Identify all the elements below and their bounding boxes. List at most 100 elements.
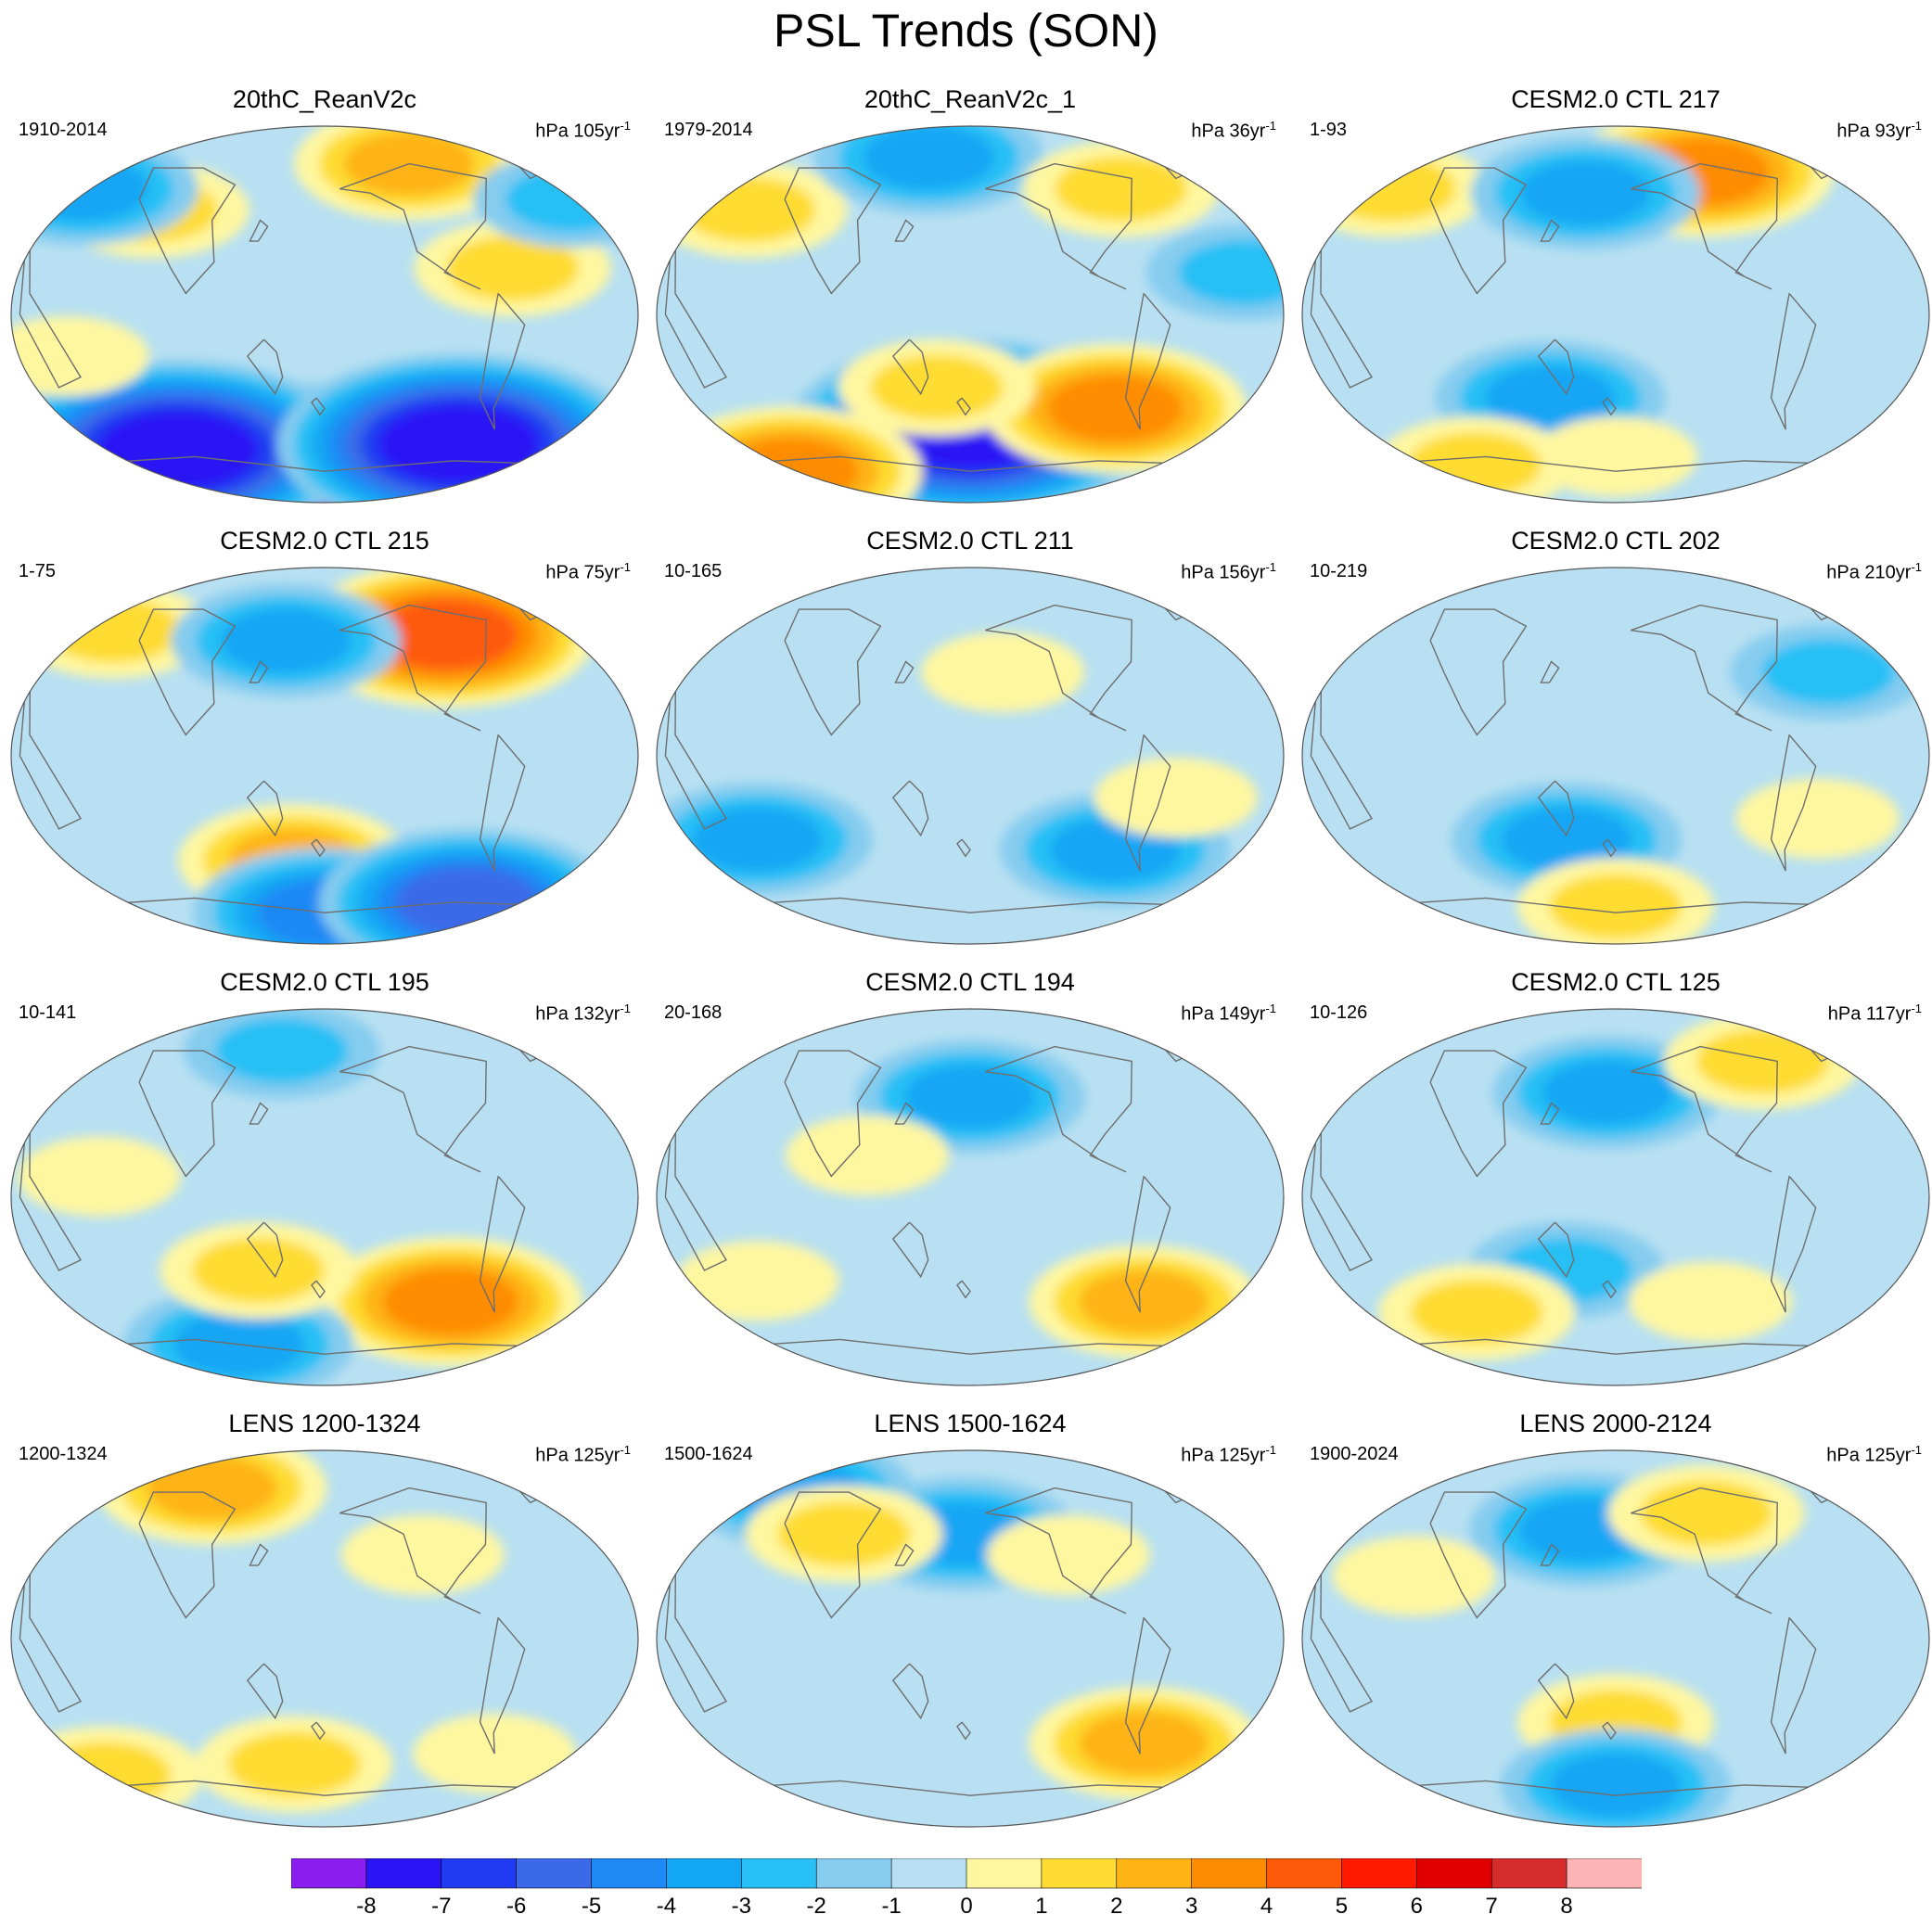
coastline bbox=[985, 604, 1132, 732]
trend-anomaly bbox=[375, 599, 518, 670]
panel-title: CESM2.0 CTL 194 bbox=[865, 968, 1075, 996]
panel-title: 20thC_ReanV2c_1 bbox=[864, 85, 1077, 113]
map-outline bbox=[10, 125, 639, 504]
trend-anomaly bbox=[864, 126, 994, 190]
coastline bbox=[1362, 1780, 1870, 1796]
coastline bbox=[1429, 167, 1528, 295]
colorbar-swatch bbox=[1416, 1858, 1493, 1889]
map-canvas bbox=[656, 1449, 1285, 1828]
map-canvas bbox=[1301, 567, 1930, 945]
panel-period: 1910-2014 bbox=[19, 120, 108, 140]
coastline bbox=[249, 1543, 269, 1566]
trend-anomaly bbox=[17, 1136, 181, 1217]
panel-title: LENS 1200-1324 bbox=[228, 1410, 421, 1437]
map-panel: CESM2.0 CTL 217 1-93 hPa 93yr-1 bbox=[1300, 83, 1931, 519]
trend-anomaly bbox=[723, 438, 859, 503]
coastline bbox=[70, 455, 579, 472]
coastline bbox=[1124, 1616, 1171, 1755]
coastline bbox=[716, 455, 1224, 472]
panel-unit: hPa 125yr-1 bbox=[1181, 1443, 1276, 1466]
coastline bbox=[138, 167, 237, 295]
map-canvas bbox=[1301, 1008, 1930, 1386]
trend-anomaly bbox=[1629, 1261, 1793, 1342]
coastline bbox=[311, 397, 326, 416]
unit-exponent: -1 bbox=[1911, 560, 1922, 574]
trend-anomaly bbox=[446, 236, 580, 301]
page-title: PSL Trends (SON) bbox=[774, 5, 1158, 57]
colorbar-label: 8 bbox=[1560, 1894, 1573, 1919]
trend-anomaly bbox=[1501, 807, 1632, 872]
map-outline bbox=[1301, 1449, 1930, 1828]
trend-anomaly bbox=[46, 597, 180, 663]
panel-period: 10-165 bbox=[664, 561, 723, 581]
map-panel: 20thC_ReanV2c_1 1979-2014 hPa 36yr-1 bbox=[655, 83, 1286, 519]
colorbar-label: -1 bbox=[881, 1894, 902, 1919]
colorbar-label: -3 bbox=[731, 1894, 751, 1919]
coastline bbox=[956, 838, 971, 858]
panel-period: 1979-2014 bbox=[664, 120, 753, 140]
trend-anomaly bbox=[383, 1268, 518, 1335]
map-outline bbox=[1301, 125, 1930, 504]
coastline bbox=[1540, 660, 1560, 683]
coastline bbox=[1124, 734, 1171, 872]
colorbar-swatch bbox=[815, 1858, 892, 1889]
map-panel: LENS 1200-1324 1200-1324 hPa 125yr-1 bbox=[9, 1408, 640, 1844]
coastline bbox=[1362, 897, 1870, 913]
panel-title: CESM2.0 CTL 211 bbox=[866, 527, 1074, 555]
coastline bbox=[894, 219, 915, 242]
colorbar-swatches bbox=[291, 1858, 1642, 1889]
colorbar-swatch bbox=[291, 1858, 367, 1889]
colorbar-label: 5 bbox=[1335, 1894, 1349, 1919]
unit-exponent: -1 bbox=[1911, 1443, 1922, 1457]
panel-unit: hPa 75yr-1 bbox=[545, 560, 631, 583]
coastline bbox=[249, 660, 269, 683]
coastline bbox=[479, 734, 526, 872]
panel-title: CESM2.0 CTL 195 bbox=[220, 968, 429, 996]
coastline bbox=[1770, 1616, 1817, 1755]
colorbar: -8 -7 -6 -5 -4 -3 -2 -1 0 1 2 3 4 5 6 7 8 bbox=[291, 1858, 1642, 1927]
trend-anomaly bbox=[1332, 1536, 1496, 1616]
coastline bbox=[246, 780, 284, 837]
trend-anomaly bbox=[215, 1018, 349, 1084]
coastline bbox=[1631, 1487, 1778, 1614]
coastline bbox=[479, 1616, 526, 1755]
colorbar-swatch bbox=[441, 1858, 518, 1889]
coastline bbox=[1602, 1280, 1617, 1299]
coastline bbox=[716, 897, 1224, 913]
colorbar-label: 7 bbox=[1485, 1894, 1498, 1919]
map-canvas bbox=[10, 125, 639, 504]
coastline bbox=[1362, 1338, 1870, 1355]
panel-unit: hPa 105yr-1 bbox=[535, 119, 631, 142]
unit-exponent: -1 bbox=[620, 560, 631, 574]
unit-exponent: -1 bbox=[1265, 119, 1276, 133]
trend-anomaly bbox=[1094, 758, 1258, 838]
colorbar-label: -4 bbox=[656, 1894, 677, 1919]
trend-anomaly bbox=[1047, 375, 1183, 442]
trend-anomaly bbox=[221, 608, 352, 673]
map-panel: CESM2.0 CTL 125 10-126 hPa 117yr-1 bbox=[1300, 966, 1931, 1402]
coastline bbox=[1429, 1050, 1528, 1178]
coastline bbox=[894, 1102, 915, 1125]
coastline bbox=[1631, 1045, 1778, 1173]
trend-anomaly bbox=[1055, 156, 1188, 222]
panel-period: 10-219 bbox=[1310, 561, 1368, 581]
map-outline bbox=[656, 1008, 1285, 1386]
map-canvas bbox=[1301, 1449, 1930, 1828]
trend-anomaly bbox=[921, 632, 1085, 712]
trend-anomaly bbox=[1549, 874, 1683, 939]
coastline bbox=[70, 1780, 579, 1796]
trend-anomaly bbox=[675, 1241, 839, 1321]
trend-anomaly bbox=[1485, 365, 1616, 430]
coastline bbox=[246, 338, 284, 396]
colorbar-swatch bbox=[1041, 1858, 1118, 1889]
coastline bbox=[1124, 292, 1171, 430]
trend-anomaly bbox=[1542, 1060, 1673, 1125]
colorbar-swatch bbox=[890, 1858, 967, 1889]
trend-anomaly bbox=[191, 1237, 325, 1304]
colorbar-label: 1 bbox=[1035, 1894, 1048, 1919]
colorbar-label: 6 bbox=[1410, 1894, 1423, 1919]
coastline bbox=[1631, 162, 1778, 290]
coastline bbox=[894, 660, 915, 683]
coastline bbox=[311, 1721, 326, 1741]
trend-anomaly bbox=[1640, 1480, 1773, 1546]
